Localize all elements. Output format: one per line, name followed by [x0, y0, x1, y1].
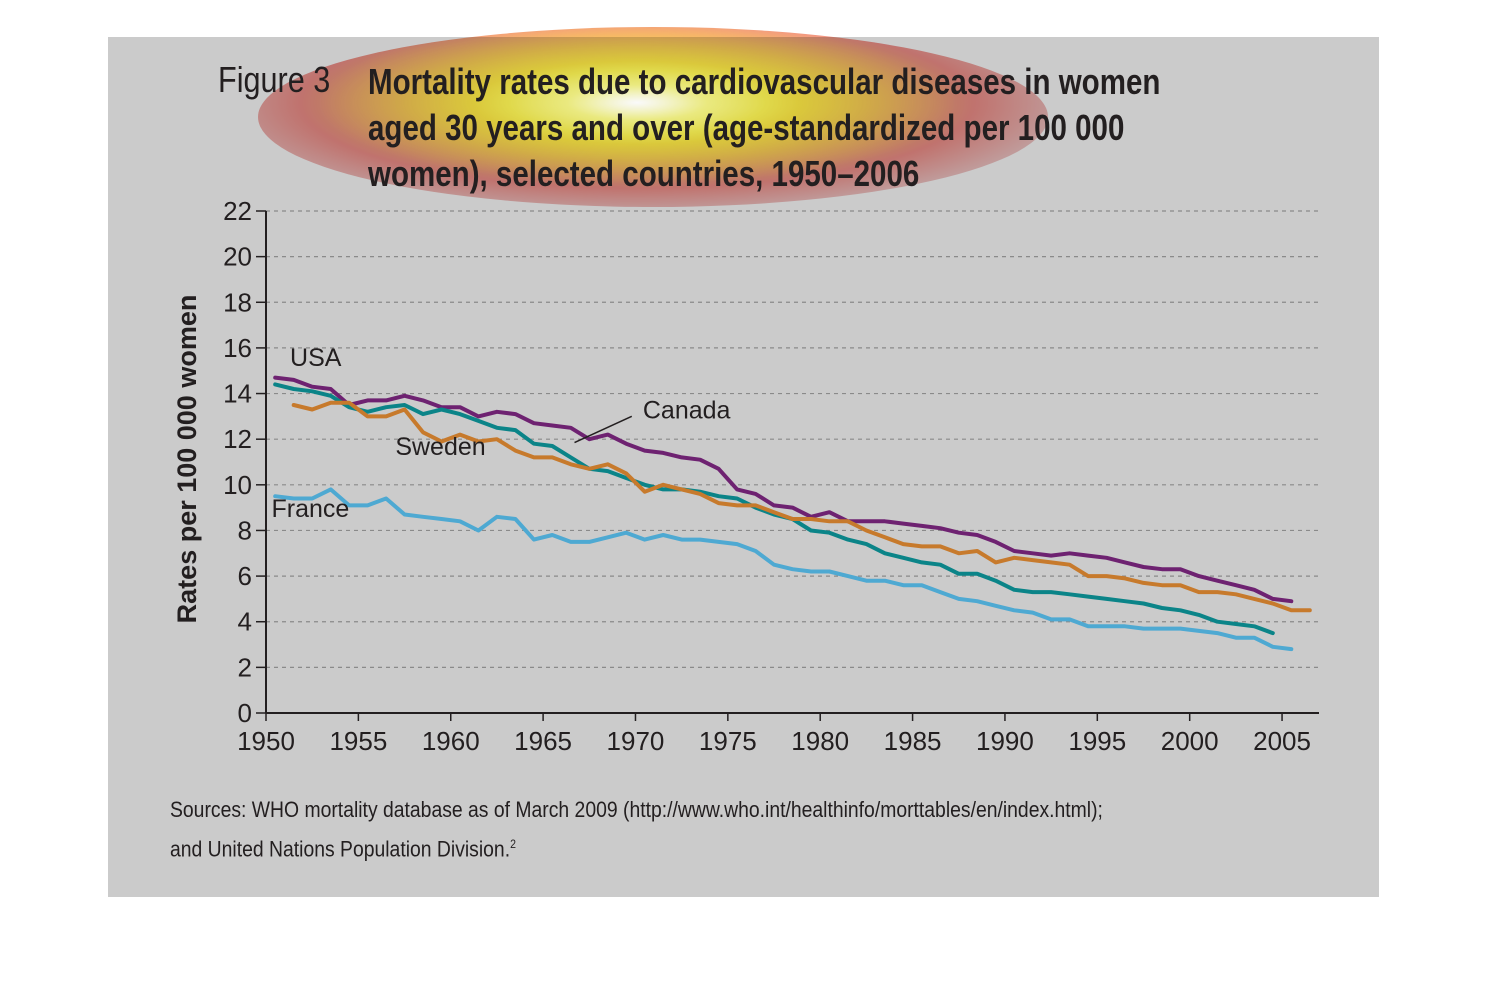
x-tick-label-1985: 1985	[884, 726, 942, 756]
series-label-canada: Canada	[643, 397, 731, 425]
y-tick-label-18: 18	[223, 287, 252, 317]
y-tick-label-22: 22	[223, 196, 252, 226]
y-axis-title: Rates per 100 000 women	[172, 295, 202, 624]
figure-title-line-1: Mortality rates due to cardiovascular di…	[368, 61, 1161, 102]
y-tick-label-2: 2	[238, 652, 252, 682]
footnote-mark: 2	[510, 837, 516, 851]
line-chart: 0 2 4 6 8 10 12 14 16 18 20 22 1950 1955 1960 1965 1970 1…	[172, 196, 1319, 756]
y-tick-label-0: 0	[238, 698, 252, 728]
series-line-france	[273, 487, 1294, 652]
series-label-usa: USA	[290, 344, 342, 372]
y-tick-label-8: 8	[238, 515, 252, 545]
figure-label: Figure 3	[218, 59, 331, 100]
x-tick-label-1975: 1975	[699, 726, 757, 756]
x-tick-label-1995: 1995	[1068, 726, 1126, 756]
figure-panel: 0 2 4 6 8 10 12 14 16 18 20 22 1950 1955 1960 1965 1970 1…	[108, 27, 1379, 897]
y-tick-label-20: 20	[223, 242, 252, 272]
figure-title: Mortality rates due to cardiovascular di…	[368, 59, 1336, 197]
series-label-france: France	[272, 495, 350, 523]
y-tick-label-14: 14	[223, 379, 252, 409]
x-tick-label-1950: 1950	[237, 726, 295, 756]
x-tick-label-1965: 1965	[514, 726, 572, 756]
series-line-canada	[273, 382, 1275, 636]
y-tick-label-4: 4	[238, 607, 252, 637]
series-line-sweden	[291, 400, 1312, 613]
canada-leader-line	[574, 415, 633, 444]
y-tick-label-10: 10	[223, 470, 252, 500]
y-tick-label-16: 16	[223, 333, 252, 363]
x-tick-label-1990: 1990	[976, 726, 1034, 756]
figure-title-line-2: aged 30 years and over (age-standardized…	[368, 107, 1125, 148]
sources-line-2: and United Nations Population Division.2	[170, 827, 1270, 866]
x-tick-label-2005: 2005	[1253, 726, 1311, 756]
y-tick-label-12: 12	[223, 424, 252, 454]
series-line-usa	[273, 375, 1294, 604]
sources-note: Sources: WHO mortality database as of Ma…	[170, 793, 1270, 866]
sources-line-2-text: and United Nations Population Division.	[170, 836, 511, 862]
x-tick-label-1955: 1955	[329, 726, 387, 756]
x-tick-label-1960: 1960	[422, 726, 480, 756]
y-tick-label-6: 6	[238, 561, 252, 591]
series-label-sweden: Sweden	[395, 433, 485, 461]
sources-line-1: Sources: WHO mortality database as of Ma…	[170, 797, 1103, 822]
x-tick-label-1980: 1980	[791, 726, 849, 756]
x-tick-label-1970: 1970	[607, 726, 665, 756]
figure-title-line-3: women), selected countries, 1950–2006	[368, 153, 920, 194]
x-tick-label-2000: 2000	[1161, 726, 1219, 756]
